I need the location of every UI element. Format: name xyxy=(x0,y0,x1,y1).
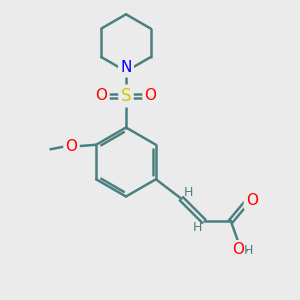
Text: N: N xyxy=(120,60,132,75)
Text: O: O xyxy=(65,139,77,154)
Text: N: N xyxy=(120,60,132,75)
Text: S: S xyxy=(121,87,131,105)
Text: H: H xyxy=(183,186,193,199)
Text: H: H xyxy=(244,244,254,257)
Text: O: O xyxy=(232,242,244,257)
Text: H: H xyxy=(193,221,202,234)
Text: O: O xyxy=(145,88,157,104)
Text: O: O xyxy=(95,88,107,104)
Text: O: O xyxy=(246,193,258,208)
